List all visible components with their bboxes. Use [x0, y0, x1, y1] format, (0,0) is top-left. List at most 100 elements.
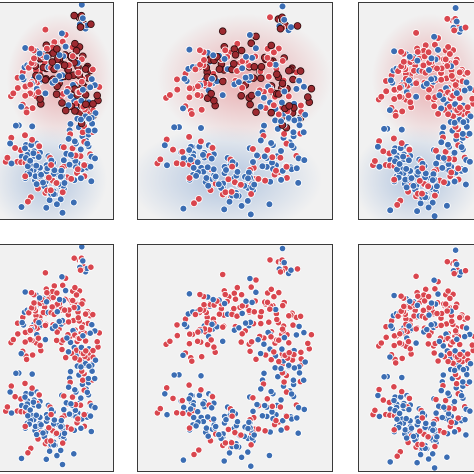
scatter-point	[204, 182, 212, 190]
scatter-point	[246, 100, 254, 109]
scatter-point	[173, 409, 181, 417]
scatter-point	[301, 111, 310, 119]
scatter-point	[412, 79, 420, 87]
scatter-point	[280, 378, 288, 386]
scatter-point	[457, 143, 466, 151]
scatter-point	[450, 26, 458, 35]
scatter-point	[451, 366, 459, 374]
scatter-point	[300, 376, 308, 384]
scatter-point	[35, 142, 43, 151]
scatter-point	[221, 290, 229, 299]
scatter-point	[451, 428, 459, 436]
scatter-point	[32, 161, 41, 170]
scatter-point	[440, 428, 448, 437]
scatter-point	[285, 102, 294, 110]
scatter-point	[198, 353, 206, 361]
scatter-point	[58, 209, 67, 217]
scatter-point	[163, 411, 171, 419]
scatter-point	[238, 291, 246, 299]
scatter-point	[462, 78, 471, 87]
scatter-point	[30, 54, 38, 63]
scatter-point	[276, 403, 284, 411]
scatter-point	[28, 122, 36, 131]
scatter-point	[444, 43, 452, 51]
scatter-point	[424, 340, 432, 348]
scatter-point	[289, 376, 297, 384]
scatter-point	[185, 174, 194, 182]
scatter-point	[260, 340, 268, 348]
scatter-point	[202, 174, 211, 182]
scatter-point	[433, 64, 441, 73]
scatter-point	[402, 165, 410, 173]
scatter-point	[407, 424, 416, 432]
scatter-point	[80, 411, 88, 419]
scatter-point	[434, 357, 442, 365]
scatter-point	[84, 374, 93, 383]
scatter-point	[63, 88, 71, 96]
scatter-point	[440, 154, 448, 162]
scatter-point	[268, 153, 277, 162]
scatter-point	[61, 42, 70, 51]
scatter-point	[265, 73, 273, 81]
scatter-point	[380, 125, 388, 133]
scatter-point	[29, 149, 38, 158]
scatter-point	[221, 46, 229, 55]
scatter-point	[173, 332, 181, 340]
scatter-point	[257, 349, 265, 358]
scatter-point	[36, 95, 44, 103]
scatter-point	[400, 302, 408, 311]
scatter-point	[87, 263, 95, 271]
scatter-point	[252, 44, 260, 53]
scatter-point	[230, 304, 238, 313]
scatter-point	[228, 412, 236, 420]
scatter-point	[454, 414, 462, 422]
scatter-point	[250, 180, 258, 189]
scatter-point	[61, 306, 69, 314]
scatter-point	[437, 76, 445, 84]
scatter-point	[261, 401, 269, 410]
scatter-point	[265, 318, 273, 326]
scatter-point	[192, 172, 200, 180]
scatter-point	[431, 285, 439, 293]
scatter-point	[185, 84, 194, 92]
scatter-point	[58, 99, 66, 107]
scatter-point	[277, 117, 285, 125]
scatter-point	[47, 410, 55, 419]
scatter-point	[404, 91, 413, 100]
scatter-point	[88, 321, 96, 329]
scatter-point	[222, 166, 230, 174]
scatter-point	[219, 337, 227, 345]
scatter-point	[170, 123, 178, 132]
scatter-point	[387, 322, 395, 330]
scatter-point	[437, 138, 446, 147]
scatter-point	[374, 391, 382, 400]
scatter-point	[35, 319, 43, 327]
scatter-point	[215, 431, 223, 439]
scatter-point	[28, 351, 37, 359]
scatter-point	[268, 402, 276, 410]
scatter-point	[463, 69, 472, 77]
scatter-point	[301, 358, 309, 366]
scatter-point	[58, 188, 67, 197]
scatter-point	[247, 210, 255, 219]
scatter-point	[59, 439, 67, 447]
scatter-point	[395, 409, 404, 417]
scatter-point	[71, 39, 79, 48]
scatter-point	[261, 176, 269, 185]
scatter-point	[290, 364, 298, 372]
scatter-point	[197, 137, 205, 146]
scatter-point	[247, 441, 255, 449]
scatter-point	[250, 62, 259, 71]
scatter-point	[398, 107, 406, 116]
scatter-point	[375, 385, 383, 394]
scatter-point	[238, 302, 246, 310]
scatter-point	[247, 283, 255, 291]
scatter-point	[237, 92, 245, 100]
scatter-point	[74, 415, 82, 423]
scatter-point	[35, 294, 44, 302]
scatter-point	[390, 396, 398, 405]
scatter-point	[463, 314, 472, 322]
scatter-point	[245, 418, 253, 426]
scatter-point	[425, 455, 433, 463]
scatter-point	[238, 453, 246, 461]
